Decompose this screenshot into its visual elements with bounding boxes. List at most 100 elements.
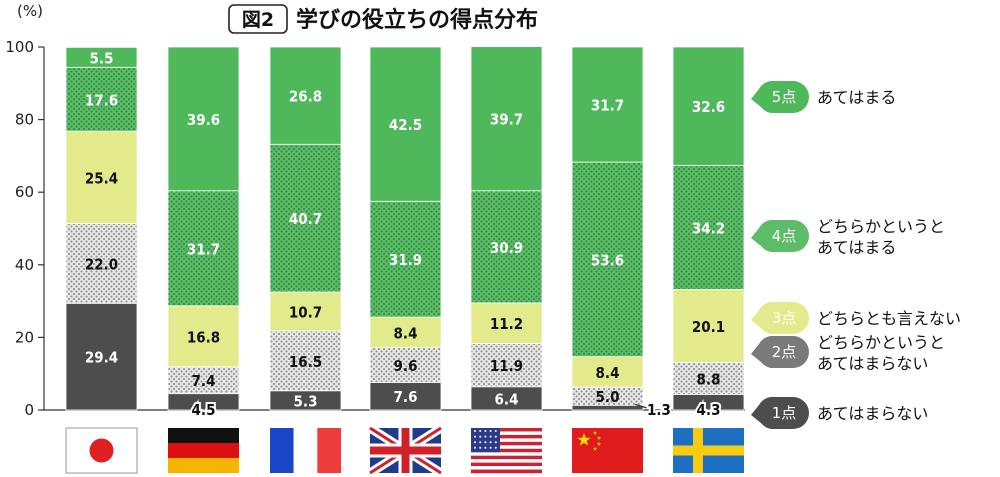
flag-stripe: [471, 434, 542, 439]
legend-badge: [751, 81, 809, 113]
flag-stripe: [471, 441, 542, 446]
bar-segment-3: [269, 291, 342, 332]
value-label: 32.6: [692, 98, 725, 116]
flag-stripe: [168, 428, 239, 443]
legend-label: あてはまる: [817, 88, 896, 107]
bar-segment-5: [470, 46, 543, 192]
japan-flag: [65, 427, 138, 474]
y-tick-label: 40: [15, 256, 34, 274]
flag-stripe: [471, 459, 542, 463]
flag-star: [489, 430, 492, 432]
value-label: 6.4: [495, 390, 519, 408]
bar-segment-2: [672, 362, 745, 395]
bar-group-china: 1.3 5.0 8.4 53.6 31.7: [571, 46, 673, 421]
legend-badge: [751, 397, 809, 429]
uk-flag: [367, 424, 444, 477]
flags: [65, 424, 744, 477]
value-label: 8.4: [596, 364, 620, 382]
value-label: 30.9: [490, 239, 523, 257]
legend-badge-label: 3点: [772, 309, 797, 327]
legend-label: あてはまらない: [817, 354, 928, 373]
bar-segment-2: [369, 347, 442, 383]
bar-segment-2: [167, 366, 240, 395]
legend-label: どちらとも言えない: [817, 309, 961, 328]
legend-label: あてはまる: [817, 238, 896, 257]
sweden-flag: [673, 428, 744, 473]
flag-star: [479, 441, 482, 444]
value-label: 5.3: [294, 392, 318, 410]
flag-cross: [673, 445, 744, 456]
legend-label: あてはまらない: [817, 404, 928, 423]
flag-star: [592, 446, 598, 451]
legend-item-5: 5点 あてはまる: [751, 81, 896, 113]
flag-star: [474, 430, 476, 432]
flag-stripe: [471, 469, 542, 474]
value-label: 17.6: [85, 91, 118, 109]
value-label: 22.0: [85, 255, 118, 273]
flag-stripe: [471, 462, 542, 467]
france-flag: [270, 428, 341, 473]
value-label: 39.7: [490, 111, 523, 129]
leader-line: [634, 403, 648, 409]
value-label: 5.0: [596, 388, 620, 406]
flag-star: [489, 435, 492, 438]
value-label: 25.4: [85, 169, 118, 187]
flag-stripe: [471, 455, 542, 460]
flag-star: [489, 446, 492, 449]
y-tick-label: 0: [24, 401, 34, 419]
bar-segment-4: [269, 143, 342, 293]
legend-label: どちらかというと: [817, 333, 945, 352]
bar-group-japan: 29.4 22.0 25.4 17.6 5.5: [65, 46, 138, 411]
flag-stripe: [471, 438, 542, 443]
y-tick-label: 80: [15, 111, 34, 129]
flag-star: [494, 430, 497, 432]
bar-segment-2: [269, 330, 342, 392]
bar-segment-3: [167, 305, 240, 368]
value-label: 10.7: [289, 303, 322, 321]
value-label: 7.4: [192, 372, 216, 390]
value-label: 7.6: [394, 388, 418, 406]
title-text: 学びの役立ちの得点分布: [296, 7, 538, 33]
value-label: 5.5: [90, 49, 114, 67]
value-label: 4.3: [697, 401, 721, 419]
figure-label-box: [228, 4, 288, 34]
bar-group-united-states: 6.4 11.9 11.2 30.9 39.7: [470, 46, 543, 411]
flag-star: [596, 441, 602, 446]
flag-star: [479, 446, 482, 449]
bar-segment-3: [470, 302, 543, 344]
bar-segment-3: [65, 130, 138, 224]
flag-star: [484, 430, 487, 432]
flag-stripe: [317, 428, 341, 473]
y-tick-label: 100: [5, 38, 34, 56]
value-label: 9.6: [394, 357, 418, 375]
flag-stripe: [293, 428, 318, 473]
legend-item-3: 3点 どちらとも言えない: [751, 302, 961, 334]
bar-group-sweden: 4.3 8.8 20.1 34.2 32.6: [672, 46, 745, 421]
legend-badge-label: 5点: [772, 88, 797, 106]
bar-segment-5: [269, 46, 342, 145]
flag-star: [479, 430, 482, 432]
value-label: 53.6: [591, 251, 624, 269]
bar-segment-1: [369, 382, 442, 411]
bar-group-united-kingdom: 7.6 9.6 8.4 31.9 42.5: [369, 46, 442, 411]
value-label: 29.4: [85, 349, 118, 367]
flag-stripe: [168, 458, 239, 473]
bar-segment-4: [369, 200, 442, 318]
legend-badge-label: 2点: [772, 343, 797, 361]
bars: 29.4 22.0 25.4 17.6 5.5 4.5 7.4 16.8 31.7 39.6 5.3…: [65, 46, 745, 421]
flag-star: [596, 435, 602, 440]
flag-stripe: [270, 428, 294, 473]
value-label: 20.1: [692, 318, 725, 336]
flag-star: [592, 430, 598, 435]
value-label: 1.3: [647, 401, 671, 419]
bar-segment-4: [571, 161, 644, 358]
flag-stripe: [471, 428, 542, 432]
flag-star: [489, 441, 492, 444]
value-label: 11.9: [490, 357, 523, 375]
germany-flag: [168, 428, 239, 473]
value-label: 42.5: [389, 116, 422, 134]
legend-badge: [751, 220, 809, 252]
flag-disc: [89, 438, 114, 463]
value-label: 8.4: [394, 324, 418, 342]
value-label: 26.8: [289, 88, 322, 106]
